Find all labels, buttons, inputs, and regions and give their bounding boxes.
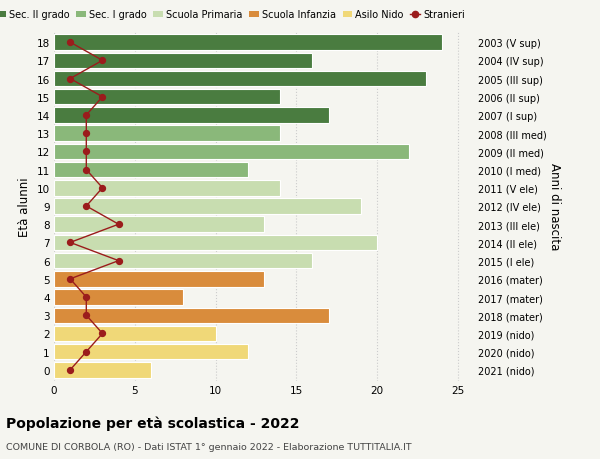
Bar (54, 290, 183, 305)
Bar (54, 326, 215, 341)
Bar (54, 217, 264, 232)
Point (114, 221, 124, 229)
Point (82, 148, 91, 156)
Y-axis label: Anni di nascita: Anni di nascita (548, 163, 561, 250)
Bar (54, 253, 313, 269)
Bar (54, 162, 248, 178)
Bar (54, 144, 409, 160)
Text: Popolazione per età scolastica - 2022: Popolazione per età scolastica - 2022 (6, 415, 299, 430)
Legend: Sec. II grado, Sec. I grado, Scuola Primaria, Scuola Infanzia, Asilo Nido, Stran: Sec. II grado, Sec. I grado, Scuola Prim… (0, 10, 465, 20)
Point (98, 185, 107, 192)
Point (65, 275, 75, 283)
Bar (54, 362, 151, 378)
Point (82, 294, 91, 301)
Point (82, 112, 91, 119)
Point (82, 130, 91, 138)
Point (82, 167, 91, 174)
Y-axis label: Età alunni: Età alunni (18, 177, 31, 236)
Bar (54, 181, 280, 196)
Bar (54, 108, 329, 123)
Bar (54, 54, 313, 69)
Point (82, 312, 91, 319)
Bar (54, 272, 264, 287)
Point (98, 330, 107, 337)
Point (65, 76, 75, 83)
Point (65, 39, 75, 47)
Bar (54, 35, 442, 51)
Bar (54, 308, 329, 323)
Point (65, 366, 75, 374)
Bar (54, 90, 280, 105)
Point (98, 57, 107, 65)
Point (98, 94, 107, 101)
Text: COMUNE DI CORBOLA (RO) - Dati ISTAT 1° gennaio 2022 - Elaborazione TUTTITALIA.IT: COMUNE DI CORBOLA (RO) - Dati ISTAT 1° g… (6, 442, 412, 451)
Bar (54, 199, 361, 214)
Point (114, 257, 124, 265)
Point (82, 203, 91, 210)
Bar (54, 72, 425, 87)
Point (65, 239, 75, 246)
Bar (54, 126, 280, 141)
Bar (54, 235, 377, 251)
Bar (54, 344, 248, 359)
Point (82, 348, 91, 356)
